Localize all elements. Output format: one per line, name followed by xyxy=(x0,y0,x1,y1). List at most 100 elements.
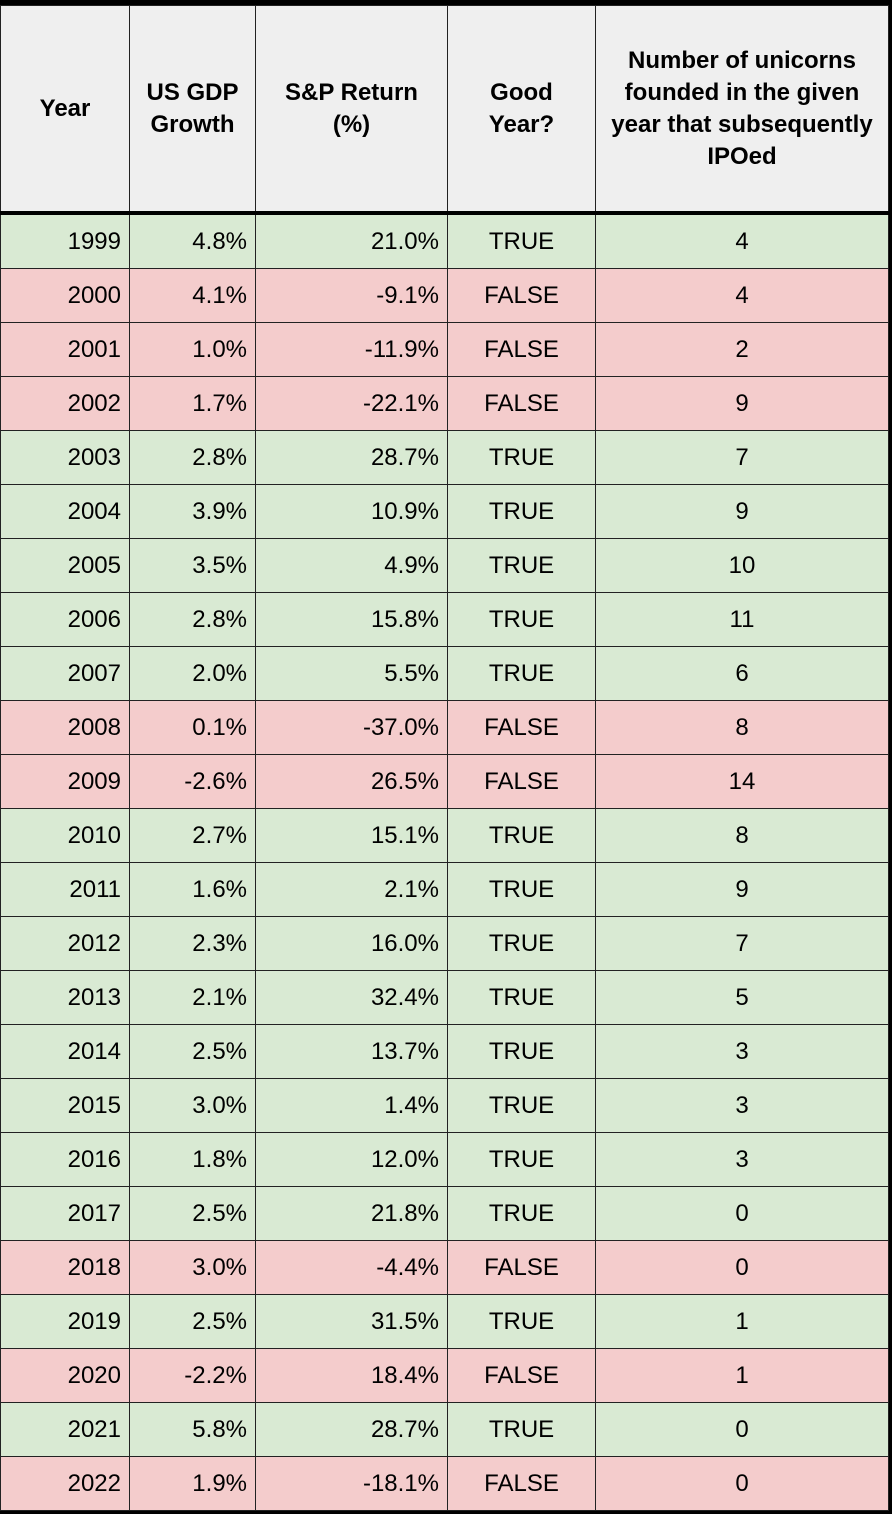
table-cell: 1999 xyxy=(0,212,130,269)
table-cell: 3.5% xyxy=(129,538,256,593)
header-row: Year US GDP Growth S&P Return (%) Good Year… xyxy=(0,5,889,215)
table-cell: 8 xyxy=(595,808,889,863)
table-cell: TRUE xyxy=(447,1186,596,1241)
table-row: 2004 3.9% 10.9% TRUE 9 xyxy=(0,484,889,539)
table-cell: 2014 xyxy=(0,1024,130,1079)
table-cell: 2005 xyxy=(0,538,130,593)
table-cell: 3.9% xyxy=(129,484,256,539)
table-row: 2022 1.9% -18.1% FALSE 0 xyxy=(0,1456,889,1511)
table-cell: 0.1% xyxy=(129,700,256,755)
table-cell: 7 xyxy=(595,430,889,485)
table-row: 2021 5.8% 28.7% TRUE 0 xyxy=(0,1402,889,1457)
table-cell: 1.0% xyxy=(129,322,256,377)
table-row: 2001 1.0% -11.9% FALSE 2 xyxy=(0,322,889,377)
table-cell: 13.7% xyxy=(255,1024,448,1079)
table-row: 2000 4.1% -9.1% FALSE 4 xyxy=(0,268,889,323)
table-cell: 3 xyxy=(595,1078,889,1133)
table-cell: 4 xyxy=(595,212,889,269)
table-cell: 18.4% xyxy=(255,1348,448,1403)
table-cell: 2008 xyxy=(0,700,130,755)
table-cell: -2.2% xyxy=(129,1348,256,1403)
table-cell: 0 xyxy=(595,1456,889,1511)
table-cell: 2.8% xyxy=(129,430,256,485)
table-cell: 9 xyxy=(595,862,889,917)
table-cell: 2.1% xyxy=(255,862,448,917)
table-cell: TRUE xyxy=(447,916,596,971)
table-row: 2006 2.8% 15.8% TRUE 11 xyxy=(0,592,889,647)
table-cell: 1 xyxy=(595,1348,889,1403)
table-cell: 2010 xyxy=(0,808,130,863)
table-cell: 2001 xyxy=(0,322,130,377)
table-cell: 4.8% xyxy=(129,212,256,269)
table-cell: -4.4% xyxy=(255,1240,448,1295)
column-header: Year xyxy=(0,5,130,215)
table-cell: 1.8% xyxy=(129,1132,256,1187)
table-cell: 7 xyxy=(595,916,889,971)
table-cell: 1.9% xyxy=(129,1456,256,1511)
table-cell: TRUE xyxy=(447,484,596,539)
table-cell: 3 xyxy=(595,1132,889,1187)
table-cell: 9 xyxy=(595,484,889,539)
table-cell: 2015 xyxy=(0,1078,130,1133)
table-cell: 2 xyxy=(595,322,889,377)
column-header: S&P Return (%) xyxy=(255,5,448,215)
table-row: 2011 1.6% 2.1% TRUE 9 xyxy=(0,862,889,917)
table-row: 2007 2.0% 5.5% TRUE 6 xyxy=(0,646,889,701)
table-row: 2009 -2.6% 26.5% FALSE 14 xyxy=(0,754,889,809)
table-cell: 3.0% xyxy=(129,1240,256,1295)
table-cell: FALSE xyxy=(447,1348,596,1403)
table-row: 2003 2.8% 28.7% TRUE 7 xyxy=(0,430,889,485)
table-cell: 21.0% xyxy=(255,212,448,269)
table-cell: 2.7% xyxy=(129,808,256,863)
table-cell: 9 xyxy=(595,376,889,431)
table-cell: 2007 xyxy=(0,646,130,701)
table-cell: -9.1% xyxy=(255,268,448,323)
table-cell: 2019 xyxy=(0,1294,130,1349)
table-cell: 2016 xyxy=(0,1132,130,1187)
table-cell: 31.5% xyxy=(255,1294,448,1349)
table-cell: 3 xyxy=(595,1024,889,1079)
table-row: 2018 3.0% -4.4% FALSE 0 xyxy=(0,1240,889,1295)
table-cell: 10.9% xyxy=(255,484,448,539)
table-cell: -37.0% xyxy=(255,700,448,755)
table-cell: 28.7% xyxy=(255,430,448,485)
table-cell: TRUE xyxy=(447,1024,596,1079)
table-cell: 4.1% xyxy=(129,268,256,323)
table-cell: 2018 xyxy=(0,1240,130,1295)
table-row: 2008 0.1% -37.0% FALSE 8 xyxy=(0,700,889,755)
table-cell: FALSE xyxy=(447,268,596,323)
table-cell: TRUE xyxy=(447,970,596,1025)
data-table: Year US GDP Growth S&P Return (%) Good Year… xyxy=(0,5,889,1511)
table-cell: TRUE xyxy=(447,592,596,647)
table-cell: 2.1% xyxy=(129,970,256,1025)
table-cell: FALSE xyxy=(447,1456,596,1511)
table-cell: 2.8% xyxy=(129,592,256,647)
table-cell: 2012 xyxy=(0,916,130,971)
table-row: 2020 -2.2% 18.4% FALSE 1 xyxy=(0,1348,889,1403)
table-cell: TRUE xyxy=(447,1294,596,1349)
table-cell: 14 xyxy=(595,754,889,809)
table-cell: 5 xyxy=(595,970,889,1025)
table-row: 2016 1.8% 12.0% TRUE 3 xyxy=(0,1132,889,1187)
table-body: 1999 4.8% 21.0% TRUE 4 2000 4.1% -9.1% FALSE 4 200… xyxy=(0,212,889,1511)
table-cell: 2020 xyxy=(0,1348,130,1403)
table-cell: 6 xyxy=(595,646,889,701)
table-cell: FALSE xyxy=(447,754,596,809)
table-cell: 2022 xyxy=(0,1456,130,1511)
table-cell: 3.0% xyxy=(129,1078,256,1133)
table-cell: 4 xyxy=(595,268,889,323)
table-row: 2015 3.0% 1.4% TRUE 3 xyxy=(0,1078,889,1133)
table-cell: -18.1% xyxy=(255,1456,448,1511)
table-row: 2017 2.5% 21.8% TRUE 0 xyxy=(0,1186,889,1241)
table-cell: 2.5% xyxy=(129,1024,256,1079)
table-cell: 2004 xyxy=(0,484,130,539)
table-cell: FALSE xyxy=(447,322,596,377)
table-cell: 2002 xyxy=(0,376,130,431)
table-cell: TRUE xyxy=(447,538,596,593)
table-row: 2012 2.3% 16.0% TRUE 7 xyxy=(0,916,889,971)
table-row: 2014 2.5% 13.7% TRUE 3 xyxy=(0,1024,889,1079)
table-cell: 0 xyxy=(595,1402,889,1457)
table-cell: 5.5% xyxy=(255,646,448,701)
table-cell: 2.0% xyxy=(129,646,256,701)
